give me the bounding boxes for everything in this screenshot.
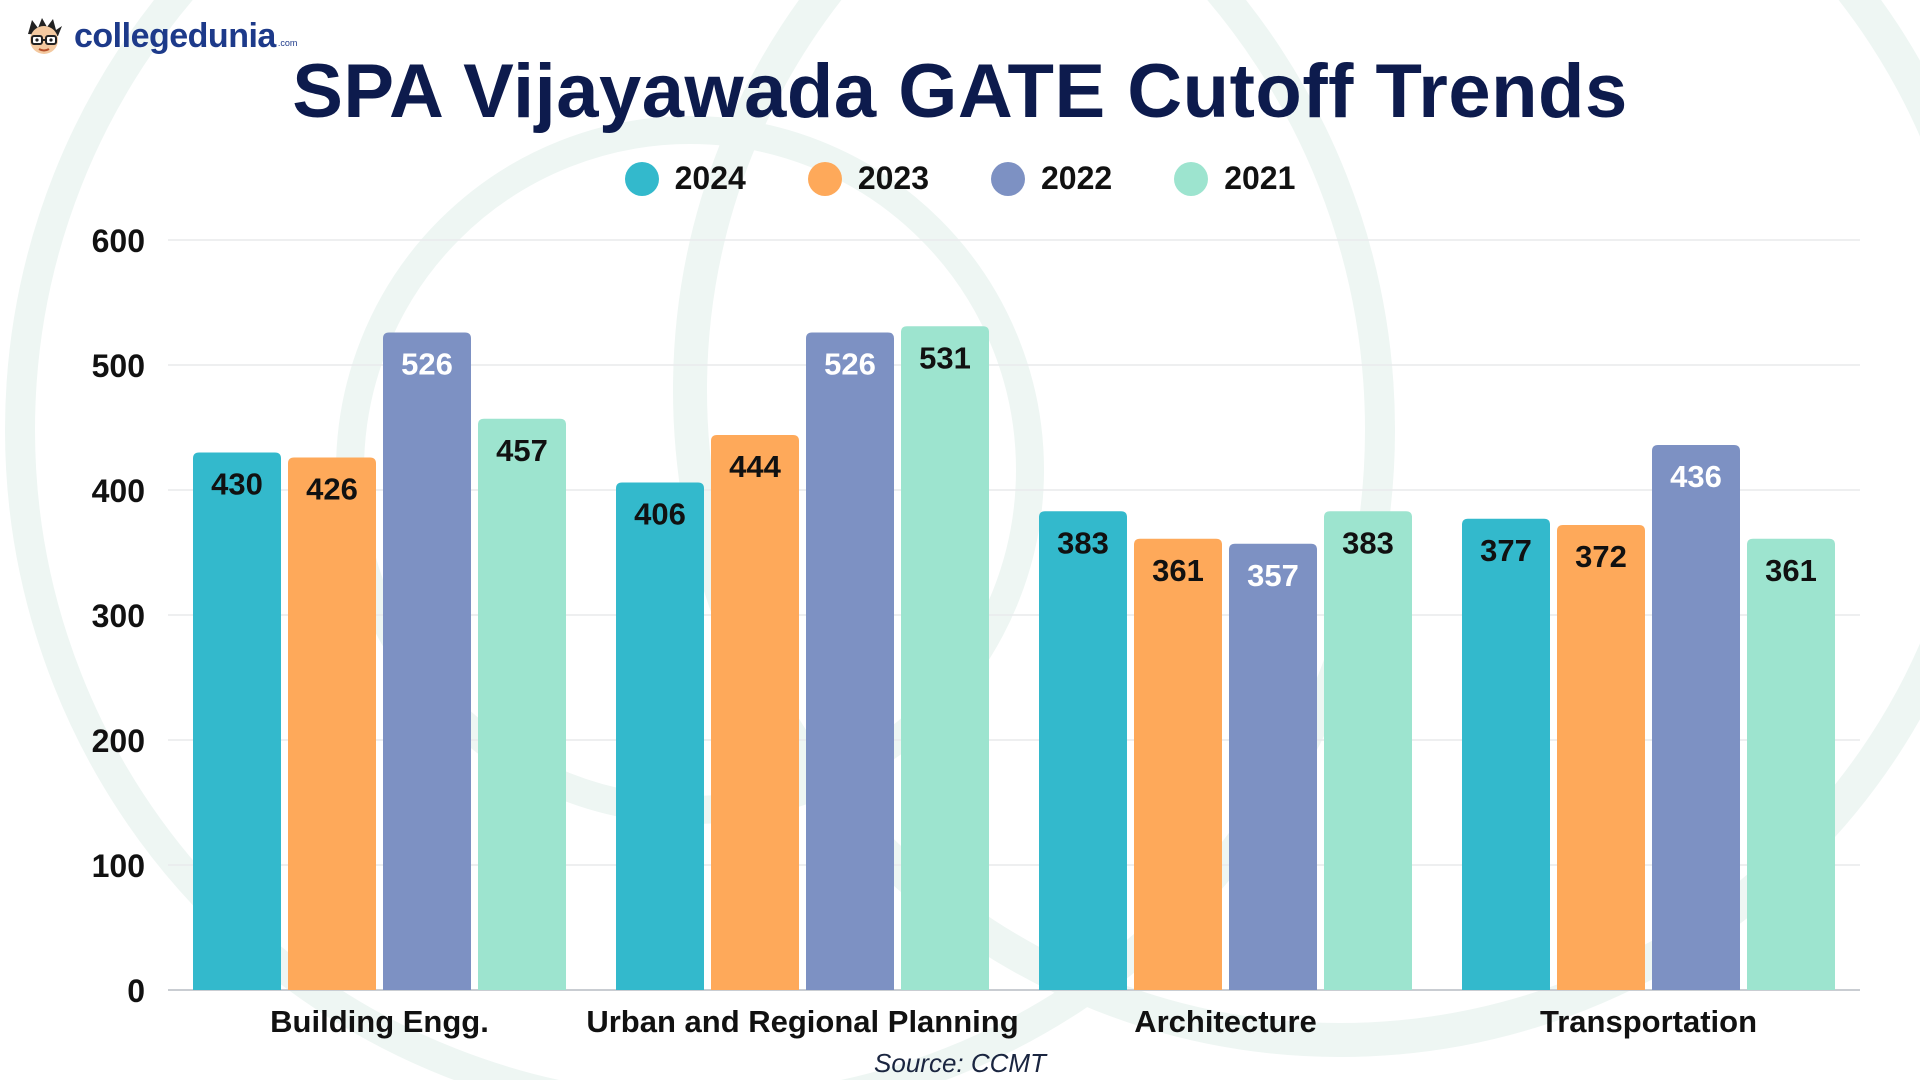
data-label-2024-0: 430 — [211, 467, 263, 502]
brand-logo: collegedunia .com — [22, 14, 297, 58]
data-label-2023-1: 444 — [729, 449, 781, 484]
data-label-2021-3: 361 — [1765, 553, 1817, 588]
legend-swatch-2023 — [807, 161, 842, 196]
legend-item-2021: 2021 — [1174, 160, 1295, 197]
data-label-2023-3: 372 — [1575, 539, 1627, 574]
legend-swatch-2022 — [991, 161, 1025, 196]
legend-swatch-2024 — [624, 161, 659, 196]
legend-label-2024: 2024 — [674, 160, 746, 196]
chart-legend: 2024 2023 2022 2021 — [0, 160, 1920, 197]
legend-item-2024: 2024 — [624, 160, 746, 197]
bar-2021-3 — [1747, 538, 1835, 990]
bar-2024-0 — [193, 452, 281, 990]
data-label-2024-2: 383 — [1057, 525, 1109, 560]
bar-2024-1 — [616, 482, 704, 990]
legend-label-2023: 2023 — [857, 160, 929, 196]
bar-2023-2 — [1134, 538, 1222, 990]
y-tick-600: 600 — [92, 223, 145, 259]
x-axis-ticks: Building Engg. Urban and Regional Plannin… — [270, 1004, 1757, 1039]
legend-label-2021: 2021 — [1224, 160, 1296, 196]
chart-source: Source: CCMT — [874, 1048, 1046, 1078]
data-label-2022-2: 357 — [1247, 558, 1299, 593]
data-label-2021-2: 383 — [1342, 525, 1394, 560]
data-label-2024-3: 377 — [1480, 533, 1532, 568]
brand-name: collegedunia — [74, 16, 276, 55]
bars — [193, 326, 1835, 990]
bar-2022-0 — [383, 332, 471, 990]
chart-title: SPA Vijayawada GATE Cutoff Trends — [292, 49, 1628, 134]
legend-item-2022: 2022 — [991, 160, 1112, 197]
data-label-2023-2: 361 — [1152, 553, 1204, 588]
mascot-icon — [28, 18, 62, 54]
data-label-2022-1: 526 — [824, 347, 876, 382]
bar-2024-2 — [1039, 511, 1127, 990]
data-label-2022-3: 436 — [1670, 459, 1722, 494]
data-label-2021-1: 531 — [919, 340, 971, 375]
bar-2022-2 — [1229, 543, 1317, 990]
x-tick-3: Transportation — [1540, 1004, 1757, 1039]
x-tick-0: Building Engg. — [270, 1004, 489, 1039]
y-tick-100: 100 — [92, 848, 145, 884]
data-labels: 430 426 526 457 406 444 526 531 383 361 357 383 377 3… — [211, 340, 1817, 593]
legend-swatch-2021 — [1174, 161, 1209, 196]
legend-item-2023: 2023 — [807, 160, 929, 197]
data-label-2022-0: 526 — [401, 347, 453, 382]
bar-2021-0 — [478, 418, 566, 990]
x-tick-2: Architecture — [1134, 1004, 1317, 1039]
brand-tld: .com — [277, 38, 298, 48]
y-tick-200: 200 — [92, 723, 145, 759]
y-axis-ticks: 0 100 200 300 400 500 600 — [92, 223, 145, 1009]
y-tick-300: 300 — [92, 598, 145, 634]
legend-label-2022: 2022 — [1041, 160, 1113, 196]
bar-2024-3 — [1462, 518, 1550, 990]
bar-2021-2 — [1324, 511, 1412, 990]
bar-2023-0 — [288, 457, 376, 990]
data-label-2024-1: 406 — [634, 497, 686, 532]
data-label-2023-0: 426 — [306, 472, 358, 507]
bar-2023-1 — [711, 435, 799, 990]
data-label-2021-0: 457 — [496, 433, 548, 468]
bar-2021-1 — [901, 326, 989, 990]
y-tick-500: 500 — [92, 348, 145, 384]
bar-2022-1 — [806, 332, 894, 990]
y-tick-0: 0 — [127, 973, 145, 1009]
bar-2023-3 — [1557, 525, 1645, 990]
y-tick-400: 400 — [92, 473, 145, 509]
bar-2022-3 — [1652, 445, 1740, 990]
x-tick-1: Urban and Regional Planning — [586, 1004, 1018, 1039]
